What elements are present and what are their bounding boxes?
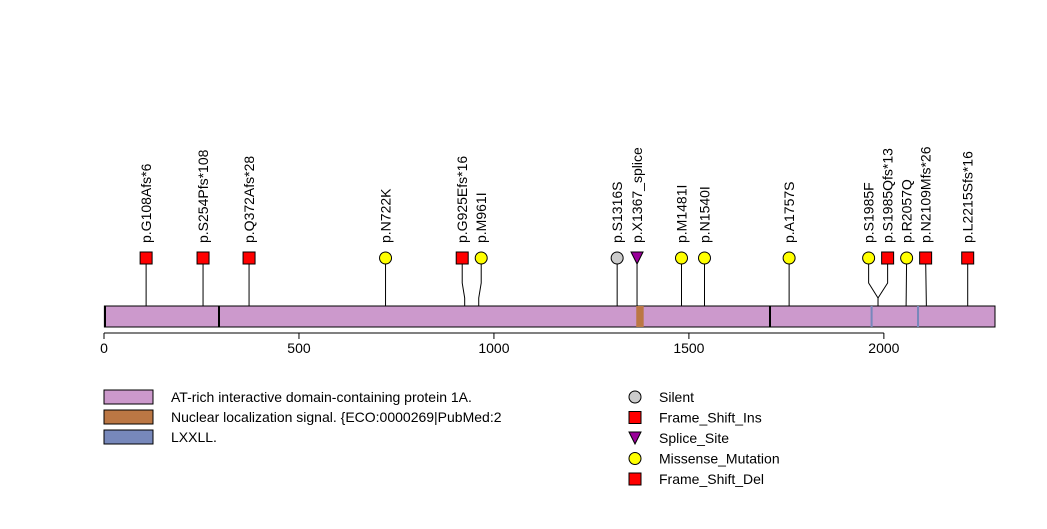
legend-domain-label: Nuclear localization signal. {ECO:000026… — [171, 409, 502, 425]
domain-segment — [917, 306, 920, 327]
mutation-label: p.X1367_splice — [629, 147, 645, 243]
mutation-marker — [139, 251, 153, 265]
mutation-marker — [697, 251, 711, 265]
mutation-label: p.S1316S — [609, 182, 625, 244]
mutation-stem — [925, 257, 927, 307]
mutation-stem — [905, 257, 908, 307]
legend-mutation-label: Splice_Site — [659, 430, 729, 446]
mutation-marker — [630, 251, 644, 266]
mutation-label: p.G108Afs*6 — [138, 163, 154, 243]
mutations-layer: p.G108Afs*6 p.S254Pfs*108 p.Q372Afs*28 p.N7… — [138, 146, 976, 307]
mutation-marker — [242, 251, 256, 265]
mutation-marker — [900, 251, 914, 265]
domain-segment — [103, 305, 996, 328]
mutation-label: p.S254Pfs*108 — [195, 149, 211, 243]
mutation-label: p.A1757S — [781, 182, 797, 244]
legend-mutation-marker — [628, 411, 642, 424]
mutation-marker — [474, 251, 488, 265]
legend-mutation-label: Missense_Mutation — [659, 451, 780, 467]
legend-domain-swatch — [103, 389, 154, 405]
mutation-marker — [674, 251, 688, 265]
mutation-marker — [610, 251, 624, 265]
mutation-label: p.M961I — [473, 192, 489, 243]
mutation-stem — [877, 258, 889, 306]
legend-domain-swatch — [103, 409, 154, 425]
legend-mutation-label: Frame_Shift_Ins — [659, 410, 762, 426]
legend-domain-label: LXXLL. — [171, 429, 217, 445]
x-axis-tick-label: 500 — [287, 340, 311, 356]
legend-mutation-marker — [628, 472, 642, 486]
mutation-marker — [862, 251, 876, 265]
mutation-marker — [919, 251, 933, 265]
mutation-label: p.M1481I — [673, 185, 689, 243]
legend-mutation-label: Silent — [659, 389, 694, 405]
mutation-stem — [868, 258, 879, 306]
legend-mutation-marker — [628, 452, 642, 465]
domain-segment — [870, 306, 873, 327]
mutation-label: p.Q372Afs*28 — [241, 156, 257, 243]
mutation-label: p.G925Efs*16 — [454, 156, 470, 243]
domains-layer — [103, 305, 996, 328]
mutation-marker — [196, 251, 210, 265]
legend-mutation-marker — [628, 390, 642, 404]
mutation-marker — [782, 251, 796, 265]
mutation-marker — [961, 251, 975, 265]
mutation-label: p.L2215Sfs*16 — [960, 151, 976, 243]
mutation-label: p.S1985F — [861, 182, 877, 243]
x-axis-tick-label: 0 — [100, 340, 108, 356]
legend-mutation-label: Frame_Shift_Del — [659, 471, 764, 487]
legend-domain-label: AT-rich interactive domain-containing pr… — [171, 389, 472, 405]
mutation-marker — [379, 251, 393, 265]
mutation-label: p.N2109Mfs*26 — [918, 146, 934, 243]
x-axis-tick-label: 2000 — [868, 340, 899, 356]
mutation-marker — [881, 251, 895, 265]
domain-segment — [636, 306, 644, 327]
x-axis-tick-label: 1000 — [478, 340, 509, 356]
mutation-label: p.N722K — [378, 188, 394, 243]
axis-layer: 0 500 1000 1500 2000 — [100, 332, 900, 356]
mutation-marker — [455, 251, 469, 265]
legend-domain-swatch — [103, 429, 154, 445]
mutation-stem — [478, 258, 482, 306]
mutation-stem — [461, 258, 466, 306]
mutation-label: p.S1985Qfs*13 — [880, 148, 896, 243]
legend-layer: AT-rich interactive domain-containing pr… — [103, 389, 780, 487]
legend-mutation-marker — [628, 431, 642, 446]
mutation-label: p.R2057Q — [899, 179, 915, 243]
mutation-label: p.N1540I — [696, 186, 712, 243]
x-axis-tick-label: 1500 — [673, 340, 704, 356]
